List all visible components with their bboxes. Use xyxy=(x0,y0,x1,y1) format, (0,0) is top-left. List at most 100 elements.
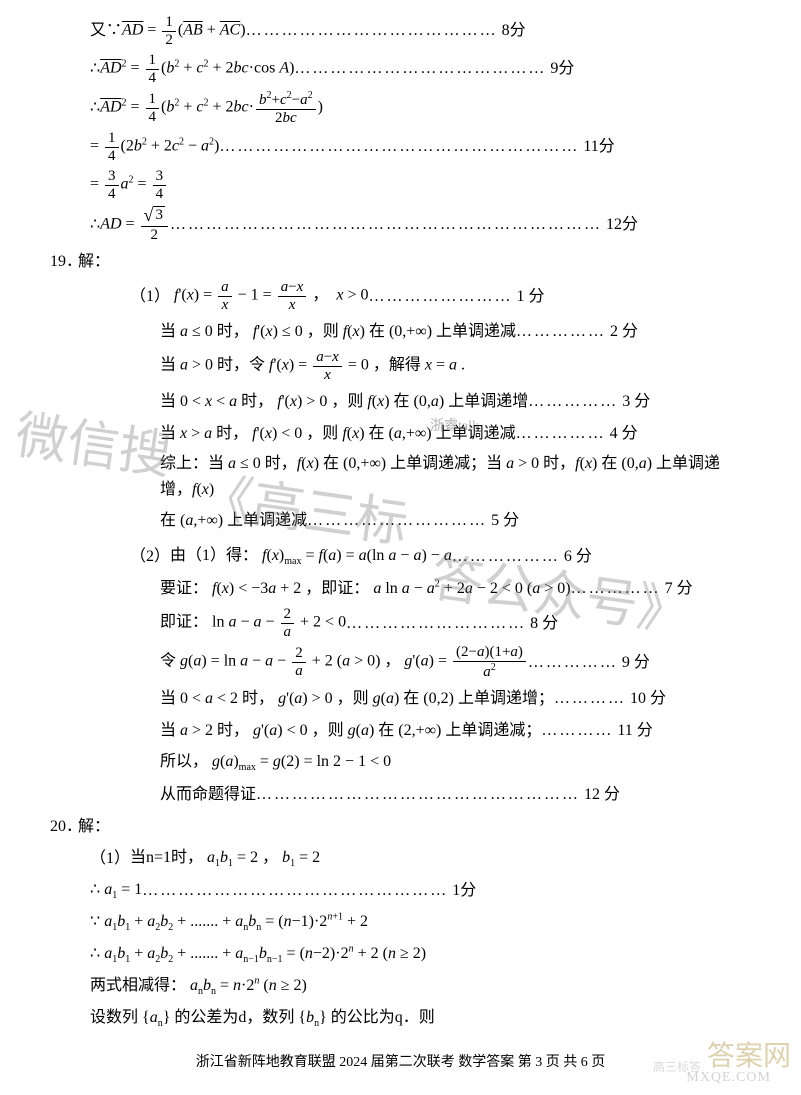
q18-step-2: ∴ AD2 = 14(b2 + c2 + 2bc·cos A) ……………………… xyxy=(50,52,751,86)
q19-header: 19． 解： xyxy=(50,247,751,275)
q19-p1-s1: （1） f'(x) = ax − 1 = a−xx ， x > 0 ………………… xyxy=(50,279,751,313)
watermark-small: 浙睿talk xyxy=(430,416,479,438)
formula: AD2 = 14(b2 + c2 + 2bc·cos A) xyxy=(100,52,294,86)
text: 两式相减得： anbn = n·2n (n ≥ 2) xyxy=(90,973,307,1000)
dots: …………………………………………………… xyxy=(219,134,579,160)
text: 由（1）得： f(x)max = f(a) = a(ln a − a) − a xyxy=(170,543,452,570)
text: 从而命题得证 xyxy=(160,782,256,808)
text: 当 0 < a < 2 时， g'(a) > 0 ，则 g(a) 在 (0,2)… xyxy=(160,686,554,712)
part-label: （1） xyxy=(130,284,170,310)
score: 9 分 xyxy=(622,650,650,676)
q18-step-3: ∴ AD2 = 14(b2 + c2 + 2bc·b2+c2−a22bc) xyxy=(50,90,751,126)
q20-header: 20． 解： xyxy=(50,812,751,840)
q19-p2-s5: 当 0 < a < 2 时， g'(a) > 0 ，则 g(a) 在 (0,2)… xyxy=(50,684,751,712)
part-label: （2） xyxy=(130,544,170,570)
q18-step-5: = 34a2 = 34 xyxy=(50,168,751,202)
score: 11分 xyxy=(583,134,614,160)
q20-p1-s6: 设数列 {an} 的公差为d，数列 {bn} 的公比为q．则 xyxy=(50,1004,751,1032)
text: 令 g(a) = ln a − a − 2a + 2 (a > 0) ， g'(… xyxy=(160,644,528,680)
text: 即证： ln a − a − 2a + 2 < 0 xyxy=(160,606,346,640)
dots: …………… xyxy=(571,576,661,602)
formula: AD2 = 14(b2 + c2 + 2bc·b2+c2−a22bc) xyxy=(100,90,323,126)
score: 7 分 xyxy=(665,576,693,602)
score: 10 分 xyxy=(630,686,666,712)
text: 当 a > 2 时， g'(a) < 0 ，则 g(a) 在 (2,+∞) 上单… xyxy=(160,718,541,744)
q18-step-1: 又∵ AD = 12(AB + AC) …………………………………… 8分 xyxy=(50,14,751,48)
formula: = 34a2 = 34 xyxy=(90,168,168,202)
text: 当 a ≤ 0 时， f'(x) ≤ 0 ，则 f(x) 在 (0,+∞) 上单… xyxy=(160,319,516,345)
score: 2 分 xyxy=(610,319,638,345)
formula: AD = √32 xyxy=(100,206,170,243)
text: 当 0 < x < a 时， f'(x) > 0 ，则 f(x) 在 (0,a)… xyxy=(160,389,528,415)
q18-step-6: ∴ AD = √32 ……………………………………………………………… 12分 xyxy=(50,206,751,243)
q20-p1-s4: ∴ a1b1 + a2b2 + ....... + an−1bn−1 = (n−… xyxy=(50,940,751,968)
q19-p1-s3: 当 a > 0 时，令 f'(x) = a−xx = 0 ，解得 x = a . xyxy=(50,349,751,383)
q20-p1-s2: ∴ a1 = 1 …………………………………………… 1分 xyxy=(50,876,751,904)
q19-p1-s5: 当 x > a 时， f'(x) < 0 ，则 f(x) 在 (a,+∞) 上单… xyxy=(50,419,751,447)
q19-p2-s8: 从而命题得证 ……………………………………………… 12 分 xyxy=(50,780,751,808)
q19-p2-s4: 令 g(a) = ln a − a − 2a + 2 (a > 0) ， g'(… xyxy=(50,644,751,680)
q19-label: 解： xyxy=(78,249,110,275)
score: 3 分 xyxy=(622,389,650,415)
dots: …………………………………………… xyxy=(142,878,448,904)
dots: …………… xyxy=(528,389,618,415)
dots: ………… xyxy=(554,686,626,712)
text: ∴ a1 = 1 xyxy=(90,877,142,904)
dots: …………………………………… xyxy=(294,56,546,82)
text: ∴ a1b1 + a2b2 + ....... + an−1bn−1 = (n−… xyxy=(90,941,426,968)
q18-step-4: = 14(2b2 + 2c2 − a2) …………………………………………………… xyxy=(50,130,751,164)
score: 1分 xyxy=(452,878,476,904)
dots: …………… xyxy=(528,650,618,676)
q20-number: 20． xyxy=(50,814,78,840)
text: 设数列 {an} 的公差为d，数列 {bn} 的公比为q．则 xyxy=(90,1005,435,1032)
dots: ……………… xyxy=(452,544,560,570)
dots: ……………………………………………… xyxy=(256,782,580,808)
dots: …………… xyxy=(516,319,606,345)
q20-p1-s1: （1） 当n=1时， a1b1 = 2 ， b1 = 2 xyxy=(50,844,751,872)
q19-p1-s4: 当 0 < x < a 时， f'(x) > 0 ，则 f(x) 在 (0,a)… xyxy=(50,387,751,415)
score: 4 分 xyxy=(610,421,638,447)
score: 6 分 xyxy=(564,544,592,570)
score: 8分 xyxy=(502,18,526,44)
q19-p2-s3: 即证： ln a − a − 2a + 2 < 0 ………………………… 8 分 xyxy=(50,606,751,640)
dots: …………………… xyxy=(369,284,513,310)
q20-label: 解： xyxy=(78,814,110,840)
q20-p1-s3: ∵ a1b1 + a2b2 + ....... + anbn = (n−1)·2… xyxy=(50,908,751,936)
text: ∵ a1b1 + a2b2 + ....... + anbn = (n−1)·2… xyxy=(90,909,368,936)
text: 所以， g(a)max = g(2) = ln 2 − 1 < 0 xyxy=(160,749,391,776)
formula: f'(x) = ax − 1 = a−xx ， x > 0 xyxy=(170,279,368,313)
text: 当 a > 0 时，令 f'(x) = a−xx = 0 ，解得 x = a . xyxy=(160,349,465,383)
dots: …………… xyxy=(516,421,606,447)
text: 要证： f(x) < −3a + 2 ，即证： a ln a − a2 + 2a… xyxy=(160,576,571,602)
dots: ………………………… xyxy=(346,611,526,637)
prefix: ∴ xyxy=(90,95,100,121)
text: 综上：当 a ≤ 0 时，f(x) 在 (0,+∞) 上单调递减；当 a > 0… xyxy=(160,451,751,502)
q19-p1-s2: 当 a ≤ 0 时， f'(x) ≤ 0 ，则 f(x) 在 (0,+∞) 上单… xyxy=(50,317,751,345)
part-label: （1） xyxy=(90,846,130,872)
q19-p2-s1: （2） 由（1）得： f(x)max = f(a) = a(ln a − a) … xyxy=(50,542,751,570)
prefix: 又∵ xyxy=(90,18,122,44)
score: 12 分 xyxy=(584,782,620,808)
score: 5 分 xyxy=(491,508,519,534)
score: 11 分 xyxy=(617,718,652,744)
text: 当n=1时， a1b1 = 2 ， b1 = 2 xyxy=(130,845,320,872)
prefix: ∴ xyxy=(90,212,100,238)
text: 在 (a,+∞) 上单调递减 xyxy=(160,508,307,534)
watermark-logo: 高三标答 xyxy=(653,1058,701,1077)
q19-p2-s7: 所以， g(a)max = g(2) = ln 2 − 1 < 0 xyxy=(50,748,751,776)
dots: ………………………… xyxy=(307,508,487,534)
dots: ……………………………………………………………… xyxy=(170,212,602,238)
q19-p2-s6: 当 a > 2 时， g'(a) < 0 ，则 g(a) 在 (2,+∞) 上单… xyxy=(50,716,751,744)
dots: …………………………………… xyxy=(246,18,498,44)
formula: AD = 12(AB + AC) xyxy=(122,14,246,48)
score: 9分 xyxy=(550,56,574,82)
q19-number: 19． xyxy=(50,249,78,275)
score: 12分 xyxy=(606,212,638,238)
q19-p1-s6: 综上：当 a ≤ 0 时，f(x) 在 (0,+∞) 上单调递减；当 a > 0… xyxy=(50,451,751,502)
q19-p2-s2: 要证： f(x) < −3a + 2 ，即证： a ln a − a2 + 2a… xyxy=(50,574,751,602)
q20-p1-s5: 两式相减得： anbn = n·2n (n ≥ 2) xyxy=(50,972,751,1000)
q19-p1-s7: 在 (a,+∞) 上单调递减 ………………………… 5 分 xyxy=(50,506,751,534)
score: 1 分 xyxy=(517,284,545,310)
formula: = 14(2b2 + 2c2 − a2) xyxy=(90,130,219,164)
prefix: ∴ xyxy=(90,56,100,82)
